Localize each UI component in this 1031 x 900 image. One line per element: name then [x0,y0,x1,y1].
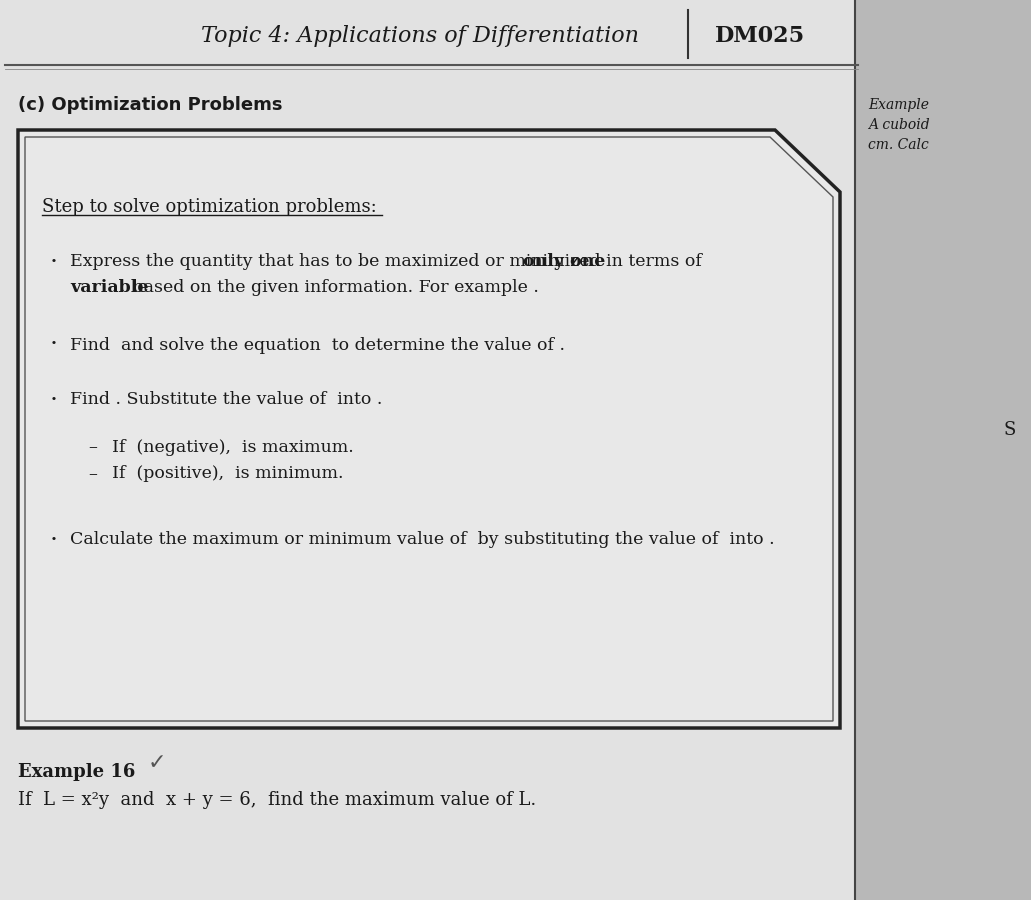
Text: If  (negative),  is maximum.: If (negative), is maximum. [112,438,354,455]
Text: Topic 4: Applications of Differentiation: Topic 4: Applications of Differentiation [201,25,639,47]
Text: based on the given information. For example .: based on the given information. For exam… [127,278,539,295]
Text: –: – [88,438,97,456]
Text: (c) Optimization Problems: (c) Optimization Problems [18,96,282,114]
Polygon shape [18,130,840,728]
Text: DM025: DM025 [714,25,805,47]
Text: only one: only one [523,254,605,271]
Text: Calculate the maximum or minimum value of  by substituting the value of  into .: Calculate the maximum or minimum value o… [70,532,774,548]
Text: ·: · [49,250,58,274]
Text: ·: · [49,528,58,552]
Text: Find . Substitute the value of  into .: Find . Substitute the value of into . [70,392,383,409]
Text: Example: Example [868,98,929,112]
Text: If  L = x²y  and  x + y = 6,  find the maximum value of L.: If L = x²y and x + y = 6, find the maxim… [18,791,536,809]
Text: Example 16: Example 16 [18,763,135,781]
Text: ·: · [49,334,58,356]
Text: Find  and solve the equation  to determine the value of .: Find and solve the equation to determine… [70,337,565,354]
Text: Express the quantity that has to be maximized or minimized in terms of: Express the quantity that has to be maxi… [70,254,707,271]
Text: –: – [88,465,97,483]
FancyBboxPatch shape [855,0,1031,900]
Text: variable: variable [70,278,148,295]
Text: Step to solve optimization problems:: Step to solve optimization problems: [42,198,376,216]
Text: cm. Calc: cm. Calc [868,138,929,152]
Text: If  (positive),  is minimum.: If (positive), is minimum. [112,465,343,482]
Text: ·: · [49,389,58,411]
Text: ✓: ✓ [148,753,167,773]
FancyBboxPatch shape [0,0,868,900]
Text: S: S [1004,421,1017,439]
Text: A cuboid: A cuboid [868,118,930,132]
